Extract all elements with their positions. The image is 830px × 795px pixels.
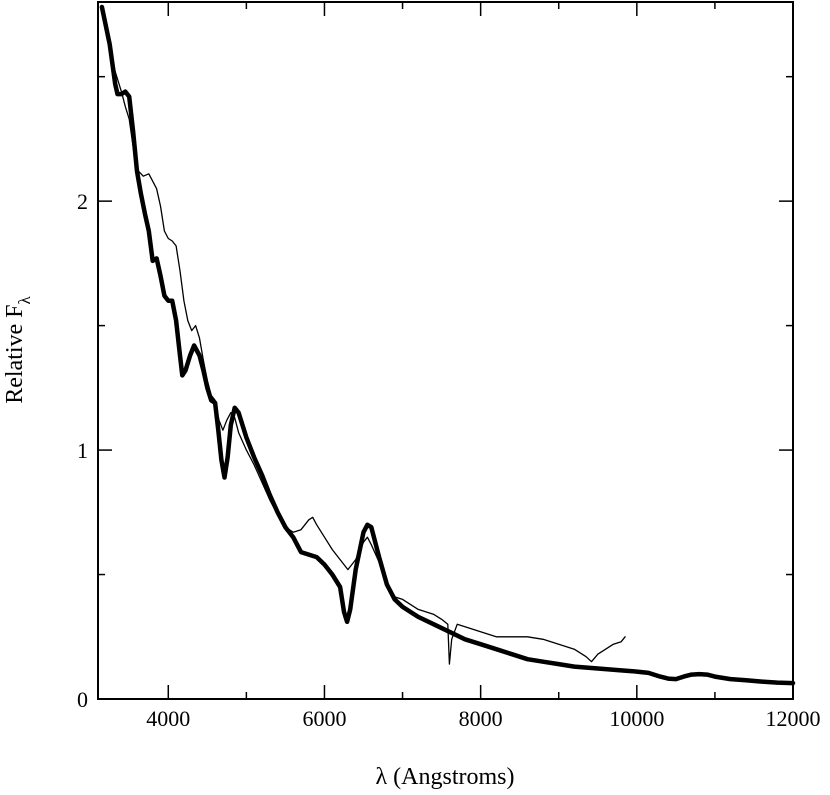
- y-tick-label: 1: [77, 438, 88, 463]
- plot-frame: [97, 1, 794, 700]
- series-line-thick: [99, 4, 796, 686]
- x-tick-label: 10000: [609, 706, 664, 731]
- y-axis-title-subscript: λ: [15, 295, 34, 304]
- y-axis-tick-labels: 0 1 2: [77, 189, 88, 712]
- series-line-thin: [101, 6, 626, 665]
- x-tick-label: 4000: [146, 706, 190, 731]
- x-tick-label: 12000: [766, 706, 821, 731]
- x-tick-label: 6000: [302, 706, 346, 731]
- x-tick-label: 8000: [459, 706, 503, 731]
- y-axis-title: Relative Fλ: [2, 295, 34, 403]
- x-axis-ticks: [167, 2, 794, 699]
- y-axis-title-main: Relative F: [2, 304, 28, 403]
- series-group: [99, 4, 796, 686]
- y-tick-label: 2: [77, 189, 88, 214]
- y-tick-label: 0: [77, 687, 88, 712]
- x-axis-tick-labels: 4000 6000 8000 10000 12000: [146, 706, 820, 731]
- y-axis-ticks: [98, 75, 793, 700]
- x-axis-title: λ (Angstroms): [376, 764, 515, 790]
